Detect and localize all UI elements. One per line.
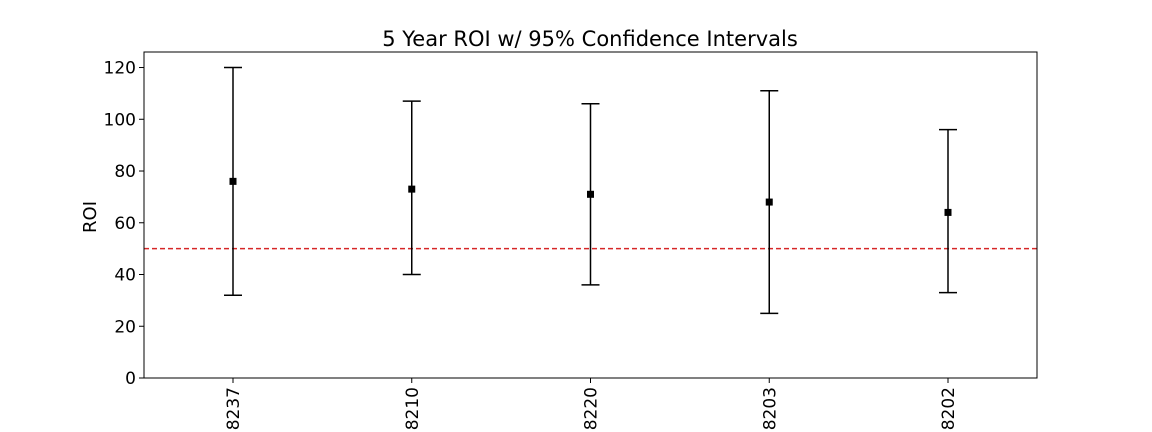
data-point bbox=[587, 190, 594, 198]
y-tick-label: 0 bbox=[125, 369, 136, 389]
plot-area: 0 20 40 60 80 100 120 8237 8210 8220 8203 8202 bbox=[104, 59, 1037, 430]
data-point bbox=[944, 208, 952, 216]
y-tick-label: 40 bbox=[114, 266, 136, 286]
y-tick-label: 100 bbox=[104, 110, 136, 130]
y-tick-label: 20 bbox=[114, 317, 136, 337]
y-tick-label: 120 bbox=[104, 59, 136, 79]
x-tick-label: 8237 bbox=[224, 387, 244, 430]
plot-frame bbox=[143, 51, 1038, 379]
chart-title: 5 Year ROI w/ 95% Confidence Intervals bbox=[382, 27, 798, 51]
data-point bbox=[408, 185, 416, 193]
data-point bbox=[765, 198, 773, 206]
y-tick-label: 60 bbox=[114, 214, 136, 234]
x-tick-label: 8220 bbox=[582, 387, 602, 430]
x-tick-label: 8210 bbox=[403, 387, 423, 430]
y-axis-label: ROI bbox=[80, 201, 101, 233]
data-point bbox=[229, 177, 237, 185]
y-tick-label: 80 bbox=[114, 162, 136, 182]
x-tick-label: 8202 bbox=[939, 387, 959, 430]
x-tick-label: 8203 bbox=[760, 387, 780, 430]
